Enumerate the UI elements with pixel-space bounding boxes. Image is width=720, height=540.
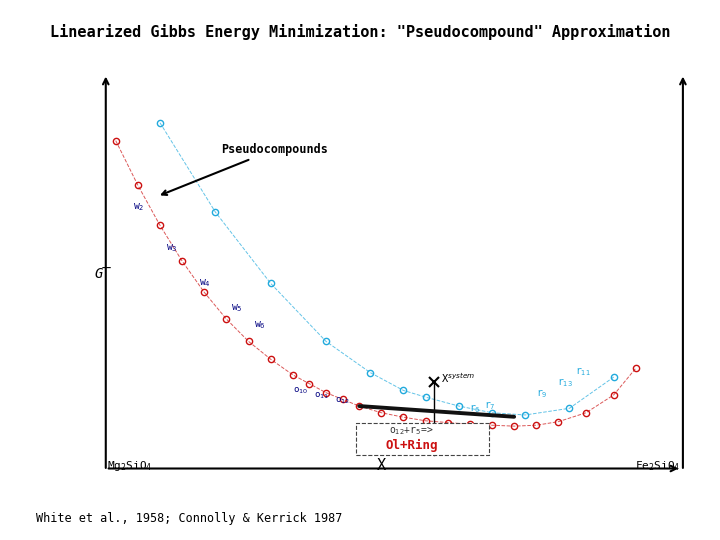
Text: o$_{10}$: o$_{10}$ xyxy=(293,386,308,396)
Text: w$_4$: w$_4$ xyxy=(199,278,211,289)
Text: Ol+Ring: Ol+Ring xyxy=(385,440,438,453)
Text: w$_5$: w$_5$ xyxy=(231,302,243,314)
Bar xyxy=(356,423,489,455)
Text: r$_6$: r$_6$ xyxy=(469,403,481,415)
Text: r$_9$: r$_9$ xyxy=(536,388,548,400)
Text: o$_{12}$: o$_{12}$ xyxy=(335,396,350,407)
Text: r$_{13}$: r$_{13}$ xyxy=(557,377,573,389)
Text: Linearized Gibbs Energy Minimization: "Pseudocompound" Approximation: Linearized Gibbs Energy Minimization: "P… xyxy=(50,24,670,40)
Text: w$_6$: w$_6$ xyxy=(254,319,266,331)
Text: X$^{system}$: X$^{system}$ xyxy=(441,371,474,385)
Text: w$_3$: w$_3$ xyxy=(166,242,177,254)
Text: White et al., 1958; Connolly & Kerrick 1987: White et al., 1958; Connolly & Kerrick 1… xyxy=(36,512,343,525)
Text: r$_7$: r$_7$ xyxy=(485,401,496,413)
Text: X: X xyxy=(377,458,386,473)
Text: r$_{11}$: r$_{11}$ xyxy=(575,366,591,377)
Text: o$_{12}$+r$_5$=>: o$_{12}$+r$_5$=> xyxy=(390,425,434,437)
Text: Mg$_2$SiO$_4$: Mg$_2$SiO$_4$ xyxy=(107,460,153,474)
Text: G̅: G̅ xyxy=(95,267,112,281)
Text: Pseudocompounds: Pseudocompounds xyxy=(162,143,328,195)
Text: o$_{11}$: o$_{11}$ xyxy=(314,390,329,401)
Text: Fe$_2$SiO$_4$: Fe$_2$SiO$_4$ xyxy=(634,460,680,474)
Text: w$_2$: w$_2$ xyxy=(133,201,145,213)
